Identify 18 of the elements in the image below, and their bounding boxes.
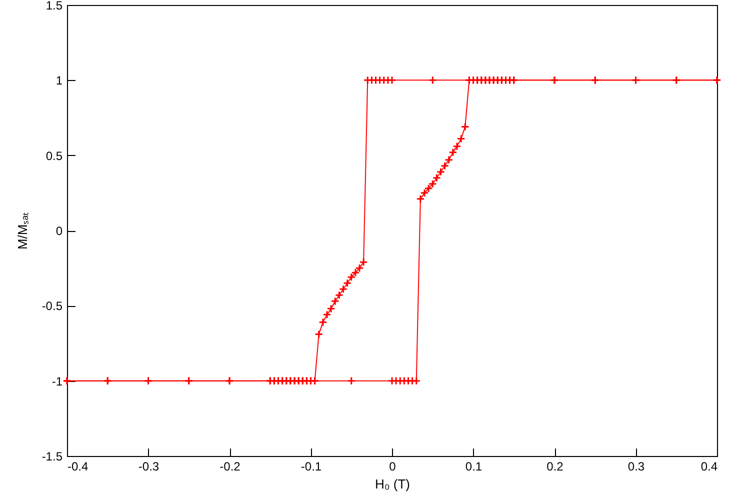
y-axis-title: M/Mₛₐₜ bbox=[14, 212, 30, 250]
x-tick-label: 0.1 bbox=[465, 460, 482, 474]
y-tick-label: 1 bbox=[56, 74, 63, 88]
y-tick-label: 1.5 bbox=[46, 0, 63, 12]
y-tick-label: -1 bbox=[52, 374, 63, 388]
x-axis-title: H₀ (T) bbox=[375, 476, 410, 492]
x-tick-label: 0 bbox=[389, 460, 396, 474]
y-tick-label: 0.5 bbox=[46, 148, 63, 163]
x-tick-label: -0.1 bbox=[300, 460, 322, 474]
y-tick-label: 0 bbox=[56, 224, 63, 238]
x-tick-label: -0.2 bbox=[220, 460, 241, 474]
y-tick-label: -0.5 bbox=[42, 299, 63, 314]
x-tick-label: -0.4 bbox=[68, 460, 89, 474]
x-tick-label: 0.2 bbox=[546, 460, 564, 474]
y-tick-label: -1.5 bbox=[42, 450, 63, 464]
x-tick-label: 0.3 bbox=[628, 460, 645, 474]
x-tick-label: 0.4 bbox=[700, 460, 718, 474]
x-tick-label: -0.3 bbox=[138, 460, 160, 474]
